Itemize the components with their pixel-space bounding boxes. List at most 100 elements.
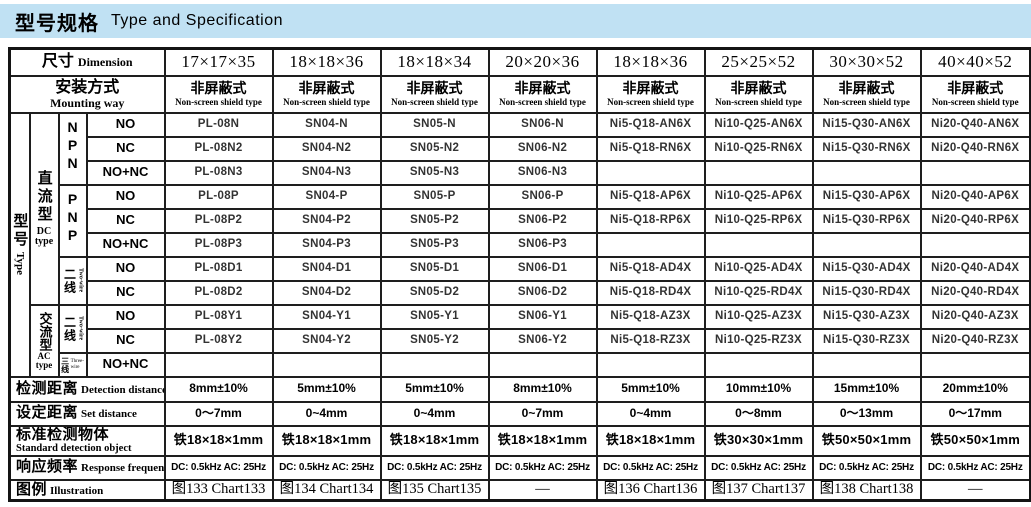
model-cell: SN04-N [271, 111, 382, 138]
model-cell [163, 351, 274, 378]
response-frequency-value: DC: 0.5kHz AC: 25Hz [919, 454, 1031, 481]
set-distance-value: 0~7mm [487, 400, 598, 427]
model-cell: SN06-Y1 [487, 303, 598, 330]
detection-distance-value: 5mm±10% [379, 375, 490, 403]
set-distance-value: 0～13mm [811, 400, 922, 427]
dimension-header-cell: 18×18×36 [595, 47, 706, 77]
detection-distance-label-zh: 检测距离 [16, 379, 79, 397]
illustration-label-zh: 图例 [16, 480, 48, 498]
set-distance-value: 0～8mm [703, 400, 814, 427]
output-type-label: NO+NC [85, 231, 166, 258]
model-cell: Ni20-Q40-AD4X [919, 255, 1031, 282]
response-frequency-label-en: Response frequency [81, 462, 165, 475]
model-cell: Ni5-Q18-AN6X [595, 111, 706, 138]
illustration-value: 图133 Chart133 [163, 478, 274, 502]
detection-object-value: 铁18×18×1mm [379, 424, 490, 457]
dimension-header-cell: 20×20×36 [487, 47, 598, 77]
specification-table: 尺寸 Dimension 17×17×35 18×18×36 18×18×34 2… [8, 47, 1031, 502]
model-cell: Ni15-Q30-RZ3X [811, 327, 922, 354]
dimension-header-cell: 25×25×52 [703, 47, 814, 77]
mounting-type-cell: 非屏蔽式 Non-screen shield type [271, 74, 382, 114]
shield-type-en: Non-screen shield type [931, 96, 1019, 107]
model-cell: PL-08D2 [163, 279, 274, 306]
model-cell: Ni20-Q40-AZ3X [919, 303, 1031, 330]
model-cell: SN04-D1 [271, 255, 382, 282]
dimension-header-cell: 18×18×34 [379, 47, 490, 77]
model-cell [811, 231, 922, 258]
output-type-label: NO [85, 303, 166, 330]
output-type-label: NO [85, 183, 166, 210]
shield-type-zh: 非屏蔽式 [298, 80, 355, 97]
illustration-value: — [919, 478, 1031, 502]
model-cell: Ni15-Q30-RN6X [811, 135, 922, 162]
model-cell: Ni10-Q25-AZ3X [703, 303, 814, 330]
detection-object-value: 铁50×50×1mm [811, 424, 922, 457]
shield-type-en: Non-screen shield type [715, 96, 802, 107]
model-cell: Ni10-Q25-AD4X [703, 255, 814, 282]
output-type-label: NC [85, 327, 166, 354]
model-cell: Ni20-Q40-RZ3X [919, 327, 1031, 354]
ac-type-en: AC type [35, 350, 53, 370]
shield-type-zh: 非屏蔽式 [947, 80, 1004, 97]
dimension-label-zh: 尺寸 [41, 53, 74, 71]
model-cell: Ni15-Q30-RD4X [811, 279, 922, 306]
model-cell: SN06-N [487, 111, 598, 138]
detection-distance-label-en: Detection distance [81, 383, 165, 396]
shield-type-zh: 非屏蔽式 [730, 80, 787, 97]
model-cell [595, 351, 706, 378]
model-cell [703, 159, 814, 186]
dc-type-group-label: 直流型 DC type [28, 111, 60, 306]
mounting-label-zh: 安装方式 [55, 78, 120, 96]
detection-distance-value: 20mm±10% [919, 375, 1031, 403]
model-cell: PL-08Y2 [163, 327, 274, 354]
shield-type-en: Non-screen shield type [499, 96, 586, 107]
dc-type-zh: 直流型 [35, 169, 53, 224]
mounting-label-en: Mounting way [50, 95, 125, 110]
detection-object-label-zh: 标准检测物体 [16, 426, 110, 443]
illustration-value: 图135 Chart135 [379, 478, 490, 502]
output-type-label: NO+NC [85, 351, 166, 378]
response-frequency-value: DC: 0.5kHz AC: 25Hz [487, 454, 598, 481]
model-cell: Ni20-Q40-AP6X [919, 183, 1031, 210]
response-frequency-value: DC: 0.5kHz AC: 25Hz [163, 454, 274, 481]
set-distance-value: 0~4mm [595, 400, 706, 427]
output-type-label: NC [85, 279, 166, 306]
set-distance-value: 0~4mm [379, 400, 490, 427]
model-cell [811, 351, 922, 378]
two-wire-en: Two-wire [77, 316, 84, 341]
model-cell: PL-08N3 [163, 159, 274, 186]
detection-distance-value: 10mm±10% [703, 375, 814, 403]
response-frequency-value: DC: 0.5kHz AC: 25Hz [811, 454, 922, 481]
model-cell: Ni20-Q40-RP6X [919, 207, 1031, 234]
model-cell: SN05-P3 [379, 231, 490, 258]
detection-object-value: 铁18×18×1mm [271, 424, 382, 457]
response-frequency-value: DC: 0.5kHz AC: 25Hz [595, 454, 706, 481]
model-cell: SN05-N [379, 111, 490, 138]
mounting-type-cell: 非屏蔽式 Non-screen shield type [811, 74, 922, 114]
shield-type-zh: 非屏蔽式 [406, 80, 463, 97]
dimension-header-cell: 30×30×52 [811, 47, 922, 77]
page-title-en: Type and Specification [111, 12, 283, 29]
model-cell [703, 231, 814, 258]
model-cell: SN06-P [487, 183, 598, 210]
section-title-bar: 型号规格 Type and Specification [0, 4, 1031, 38]
model-cell [379, 351, 490, 378]
shield-type-zh: 非屏蔽式 [838, 80, 895, 97]
model-cell: SN04-Y1 [271, 303, 382, 330]
detection-distance-label: 检测距离 Detection distance [8, 375, 166, 403]
model-cell: SN04-N2 [271, 135, 382, 162]
three-wire-zh: 三线 [60, 356, 70, 373]
dimension-header-cell: 17×17×35 [163, 47, 274, 77]
model-cell: PL-08N [163, 111, 274, 138]
set-distance-label-zh: 设定距离 [16, 404, 79, 422]
illustration-value: 图138 Chart138 [811, 478, 922, 502]
model-cell: SN05-P [379, 183, 490, 210]
model-cell: Ni15-Q30-AZ3X [811, 303, 922, 330]
detection-distance-value: 15mm±10% [811, 375, 922, 403]
model-cell: Ni15-Q30-AD4X [811, 255, 922, 282]
output-type-label: NC [85, 135, 166, 162]
model-cell: Ni5-Q18-RD4X [595, 279, 706, 306]
illustration-value: — [487, 478, 598, 502]
model-cell [919, 351, 1031, 378]
model-cell: Ni5-Q18-RZ3X [595, 327, 706, 354]
